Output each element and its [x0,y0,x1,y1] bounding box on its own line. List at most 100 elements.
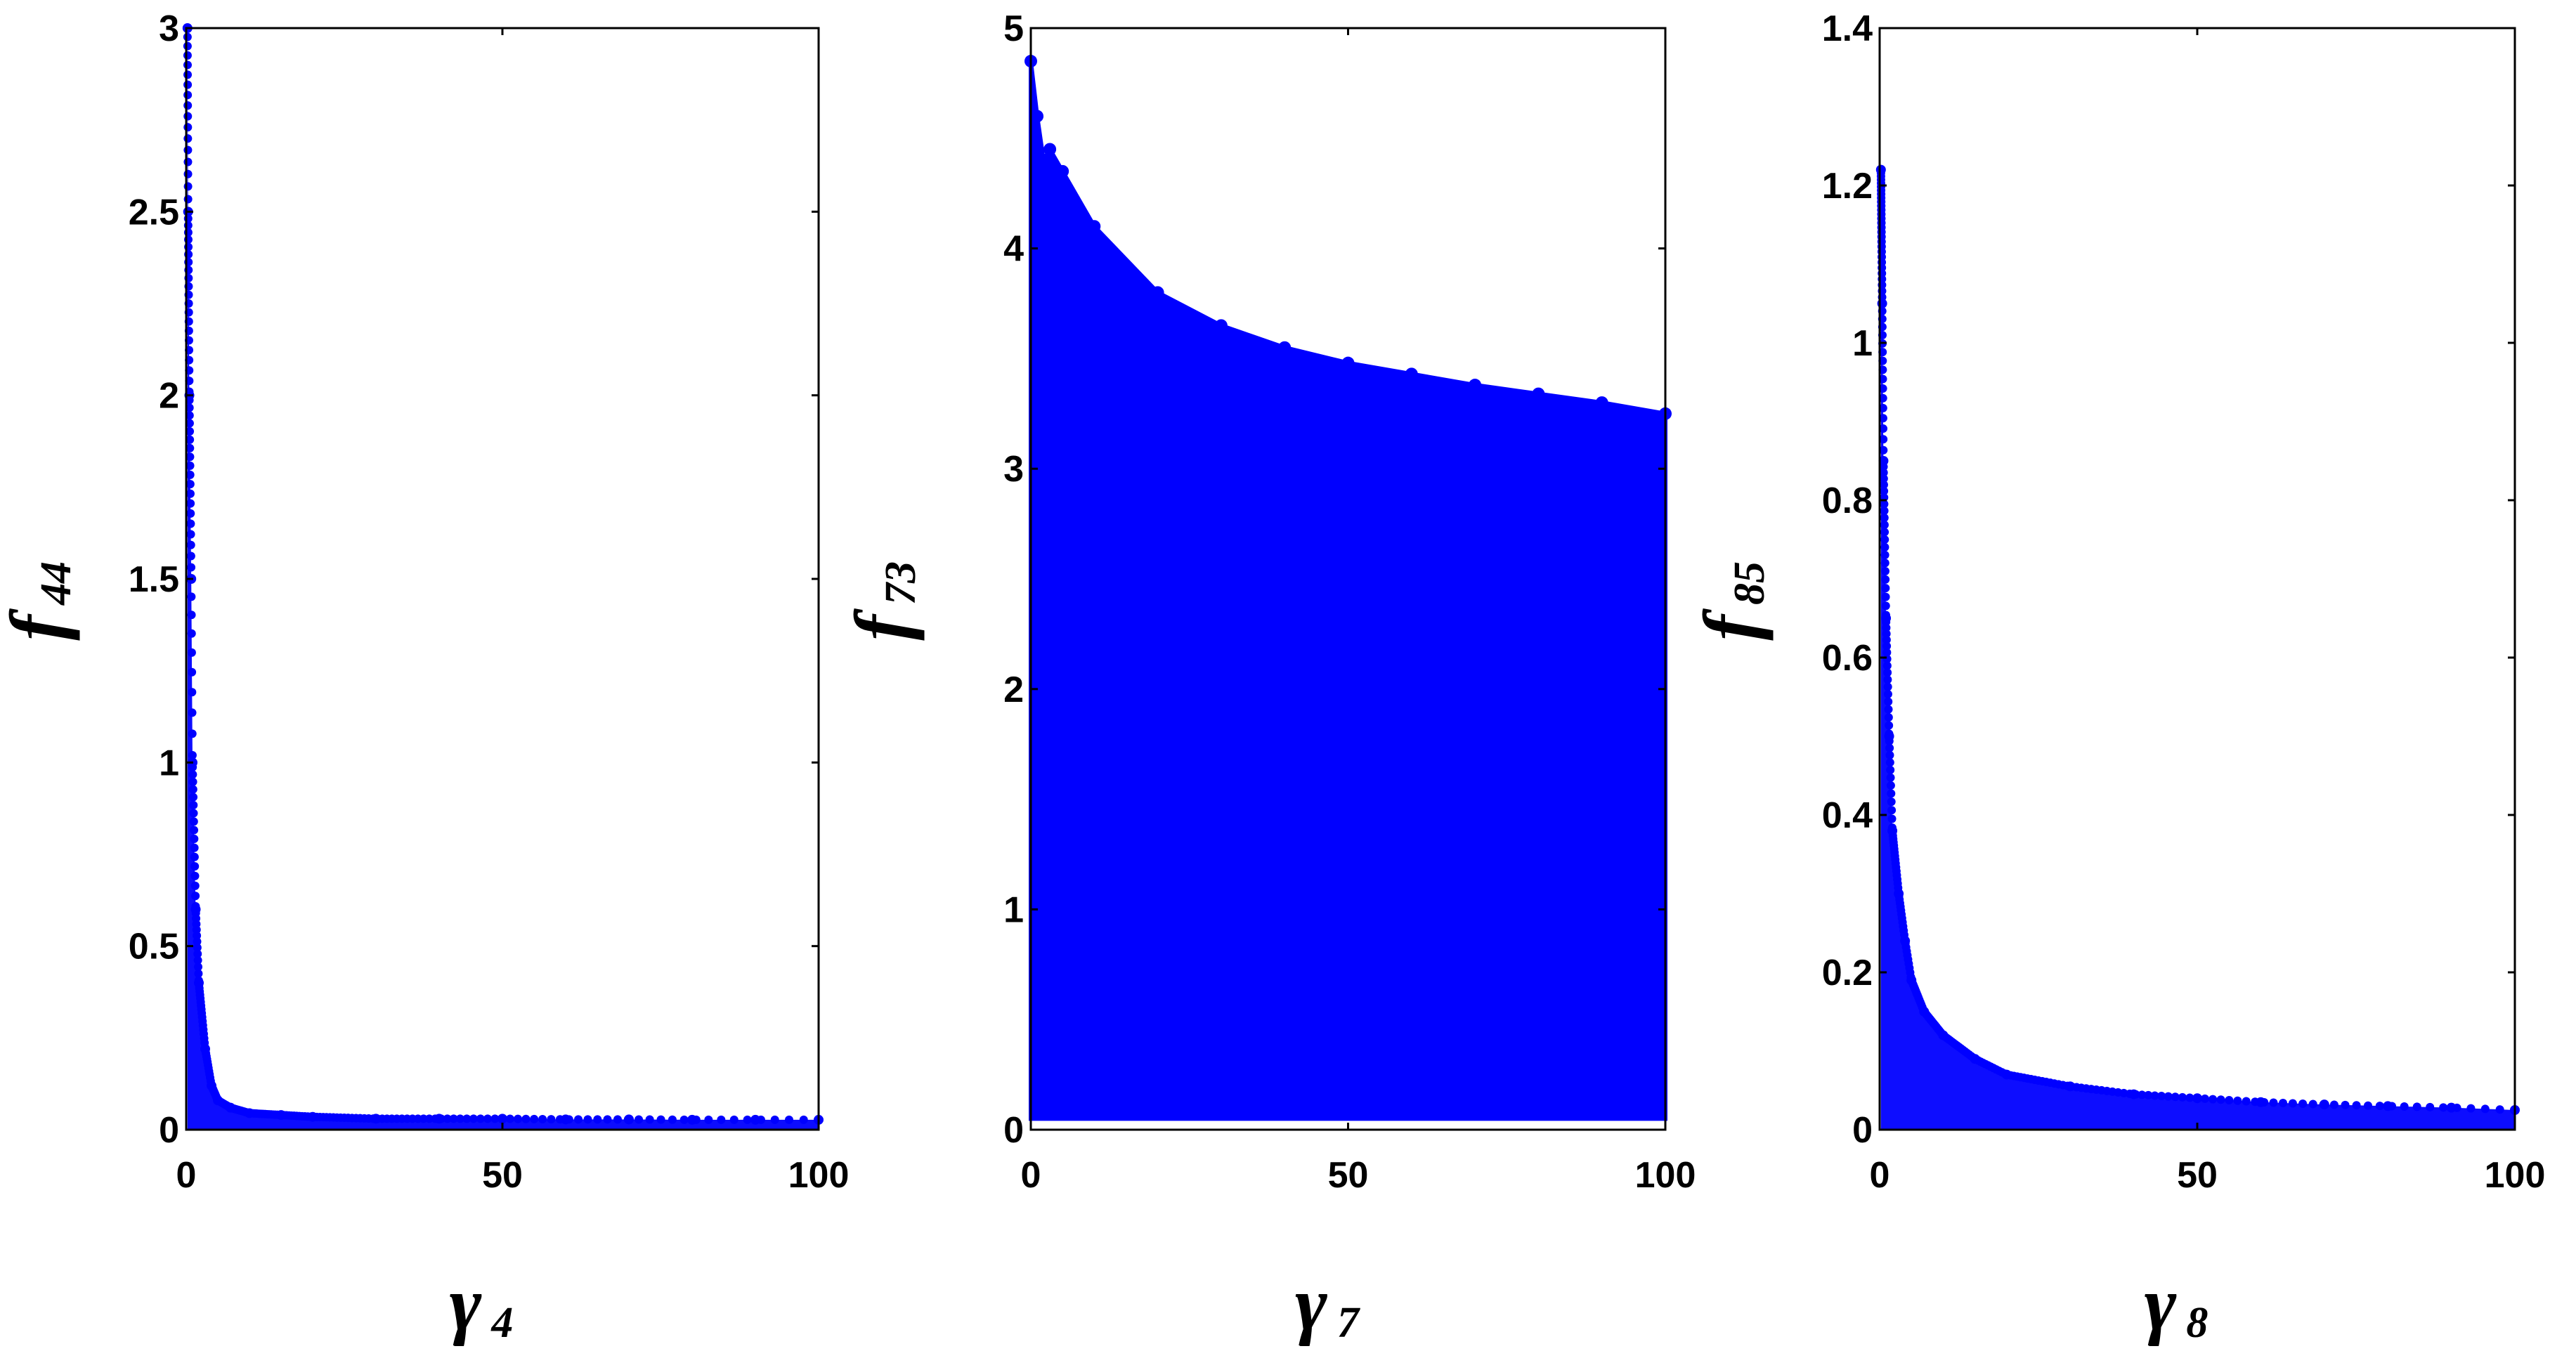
y-tick-label: 0.6 [1822,638,1873,679]
data-point [1887,825,1898,836]
data-point [1883,690,1892,699]
data-point [1879,468,1888,477]
data-point [547,1115,556,1124]
data-point [1088,220,1101,233]
data-point [1879,424,1888,433]
data-point [1885,758,1894,767]
data-point [645,1115,654,1124]
x-tick-label: 50 [482,1155,523,1196]
data-point [207,1081,216,1091]
x-tick-label: 100 [788,1155,850,1196]
data-point [189,792,198,802]
data-point [1919,1007,1930,1017]
data-point [190,825,199,835]
data-point [1880,500,1889,509]
x-tick-label: 50 [1328,1155,1369,1196]
data-point [1887,814,1897,823]
data-point [434,1114,444,1124]
data-point [1879,474,1888,483]
y-tick-label: 2 [159,376,179,417]
data-point [183,134,193,143]
data-point [2242,1097,2251,1106]
data-point [1031,110,1044,123]
data-point [2185,1093,2194,1102]
data-point [187,592,196,601]
data-point [1906,975,1917,986]
data-point [1883,668,1892,677]
data-point [2225,1096,2234,1105]
x-tick-label: 0 [176,1155,197,1196]
data-point [183,169,193,178]
data-point [186,443,195,452]
data-point [1532,387,1545,400]
data-point [189,817,198,826]
data-point [603,1115,612,1124]
data-point [1886,781,1895,790]
x-tick-label: 0 [1021,1155,1041,1196]
data-point [704,1115,713,1124]
y-tick-label: 0 [159,1110,179,1151]
data-point [276,1110,286,1121]
data-point [443,1114,452,1123]
data-point [183,157,193,167]
data-point [1595,396,1608,410]
data-point [183,70,193,79]
data-point [635,1115,644,1124]
data-point [1882,648,1892,657]
data-point [469,1114,478,1123]
data-point [656,1115,665,1124]
data-point [624,1114,634,1125]
data-point [186,509,195,518]
data-point [1886,765,1895,774]
data-point [1881,575,1890,584]
data-point [1881,613,1892,623]
data-point [185,419,194,428]
y-tick-label: 1.4 [1822,8,1873,49]
data-point [2269,1098,2278,1107]
data-point [1882,635,1891,644]
data-point [183,112,193,121]
data-point [2383,1101,2393,1111]
data-point [188,750,197,759]
data-point [2256,1097,2266,1107]
data-point [190,904,201,915]
data-point [189,800,198,809]
data-point [193,949,202,958]
y-tick-label: 1 [1852,323,1873,364]
data-point [2065,1081,2076,1092]
data-point [1880,566,1889,575]
data-point [2308,1099,2317,1109]
data-point [2480,1104,2490,1114]
data-point [190,843,199,852]
data-point [188,667,197,677]
data-point [183,195,193,204]
data-point [1880,514,1889,523]
data-point [729,1115,739,1124]
y-tick-label: 2 [1003,670,1024,710]
data-point [194,969,203,978]
data-point [1880,559,1889,568]
data-point [1887,806,1897,815]
data-point [2144,1090,2153,1099]
data-point [191,892,200,901]
y-tick-label: 4 [1003,229,1024,270]
data-point [799,1115,808,1124]
data-point [190,881,200,890]
data-point [1405,367,1418,381]
data-point [1214,319,1228,332]
data-point [2446,1102,2457,1113]
data-point [194,977,204,988]
y-tick-label: 1 [1003,889,1024,930]
data-point [2400,1102,2409,1111]
data-point [483,1114,492,1123]
data-point [1880,521,1889,530]
data-point [1882,629,1891,639]
data-point [497,1114,507,1124]
data-point [2001,1069,2012,1080]
data-point [1879,435,1888,444]
y-tick-label: 3 [159,8,179,49]
data-point [462,1114,471,1123]
data-point [200,1044,210,1055]
data-point [1885,743,1894,752]
